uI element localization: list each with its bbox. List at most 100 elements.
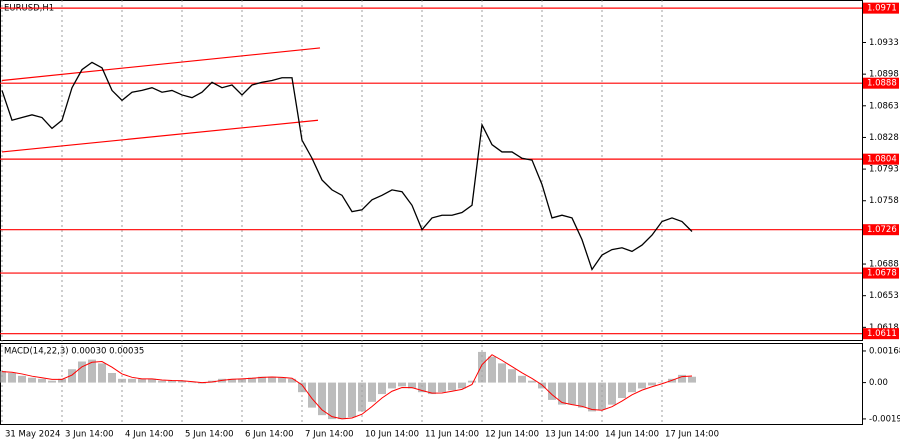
- x-tick-label: 6 Jun 14:00: [245, 430, 294, 440]
- macd-bar: [438, 382, 446, 393]
- macd-bar: [268, 376, 276, 383]
- macd-bar: [598, 382, 606, 410]
- macd-bar: [178, 380, 186, 383]
- macd-bar: [618, 382, 626, 399]
- macd-bar: [518, 375, 526, 383]
- y-tick-label: 1.0653: [869, 291, 899, 301]
- y-tick-label: 0.00: [869, 378, 888, 388]
- macd-bar: [288, 378, 296, 383]
- macd-bar: [348, 382, 356, 418]
- macd-bar: [78, 361, 86, 383]
- price-line: [1, 61, 693, 271]
- channel-line: [1, 119, 319, 153]
- macd-bar: [188, 382, 196, 384]
- macd-bar: [148, 378, 156, 383]
- main-frame: [0, 0, 863, 341]
- macd-bar: [638, 382, 646, 389]
- level-label: 1.0804: [867, 155, 897, 165]
- macd-bar: [338, 382, 346, 420]
- y-tick-label: 1.0618: [869, 323, 899, 333]
- macd-bar: [158, 380, 166, 383]
- x-tick-label: 7 Jun 14:00: [305, 430, 354, 440]
- macd-bar: [418, 382, 426, 393]
- macd-bar: [428, 382, 436, 395]
- macd-bar: [388, 382, 396, 389]
- level-box: [863, 267, 899, 279]
- macd-bar: [448, 382, 456, 391]
- macd-bar: [238, 378, 246, 383]
- level-box: [863, 2, 899, 14]
- macd-bar: [678, 374, 686, 383]
- macd-bar: [88, 359, 96, 383]
- macd-bar: [28, 377, 36, 383]
- macd-bar: [48, 380, 56, 383]
- macd-bar: [58, 378, 66, 383]
- level-label: 1.0678: [867, 269, 897, 279]
- x-tick-label: 4 Jun 14:00: [125, 430, 174, 440]
- level-box: [863, 328, 899, 340]
- level-label: 1.0888: [867, 79, 897, 89]
- macd-bar: [378, 382, 386, 395]
- macd-bar: [108, 372, 116, 383]
- macd-bar: [68, 369, 76, 383]
- macd-bar: [168, 380, 176, 383]
- macd-bar: [228, 378, 236, 383]
- level-box: [863, 77, 899, 89]
- macd-bar: [588, 382, 596, 412]
- macd-bar: [688, 376, 696, 383]
- macd-title: MACD(14,22,3) 0.00030 0.00035: [4, 347, 144, 357]
- x-tick-label: 12 Jun 14:00: [485, 430, 539, 440]
- macd-bar: [118, 378, 126, 383]
- macd-bar: [258, 376, 266, 383]
- macd-bar: [568, 382, 576, 405]
- macd-bar: [318, 382, 326, 416]
- channel-line: [1, 47, 321, 82]
- macd-bar: [278, 377, 286, 383]
- macd-bar: [458, 382, 466, 389]
- macd-frame: [0, 343, 863, 425]
- macd-bar: [398, 382, 406, 387]
- y-tick-label: -0.00193: [869, 414, 900, 424]
- macd-bar: [528, 380, 536, 383]
- macd-bar: [128, 378, 136, 383]
- macd-bar: [408, 382, 416, 389]
- x-tick-label: 10 Jun 14:00: [365, 430, 419, 440]
- macd-bar: [508, 369, 516, 383]
- macd-bar: [468, 380, 476, 383]
- macd-bar: [308, 382, 316, 408]
- signal-line: [1, 354, 693, 420]
- macd-bar: [628, 382, 636, 393]
- level-label: 1.0971: [867, 4, 897, 14]
- macd-bar: [18, 375, 26, 383]
- macd-bar: [498, 363, 506, 383]
- macd-bar: [138, 378, 146, 383]
- x-tick-label: 3 Jun 14:00: [65, 430, 114, 440]
- x-tick-label: 17 Jun 14:00: [665, 430, 719, 440]
- macd-bar: [648, 382, 656, 386]
- x-tick-label: 31 May 2024: [5, 430, 60, 440]
- macd-bar: [488, 356, 496, 383]
- macd-bar: [368, 382, 376, 402]
- x-tick-label: 13 Jun 14:00: [545, 430, 599, 440]
- y-tick-label: 1.0828: [869, 133, 899, 143]
- macd-bar: [358, 382, 366, 412]
- macd-bar: [8, 372, 16, 383]
- macd-bar: [558, 382, 566, 405]
- macd-bar: [578, 382, 586, 408]
- macd-bar: [0, 371, 6, 383]
- y-tick-label: 0.00168: [869, 346, 900, 356]
- level-label: 1.0611: [867, 329, 897, 339]
- macd-bar: [328, 382, 336, 420]
- x-tick-label: 14 Jun 14:00: [605, 430, 659, 440]
- macd-bar: [98, 363, 106, 383]
- x-tick-label: 11 Jun 14:00: [425, 430, 479, 440]
- y-tick-label: 1.0863: [869, 101, 899, 111]
- macd-bar: [248, 377, 256, 383]
- macd-bar: [658, 382, 666, 384]
- macd-bar: [478, 351, 486, 383]
- y-tick-label: 1.0758: [869, 196, 899, 206]
- level-box: [863, 224, 899, 236]
- y-tick-label: 1.0793: [869, 165, 899, 175]
